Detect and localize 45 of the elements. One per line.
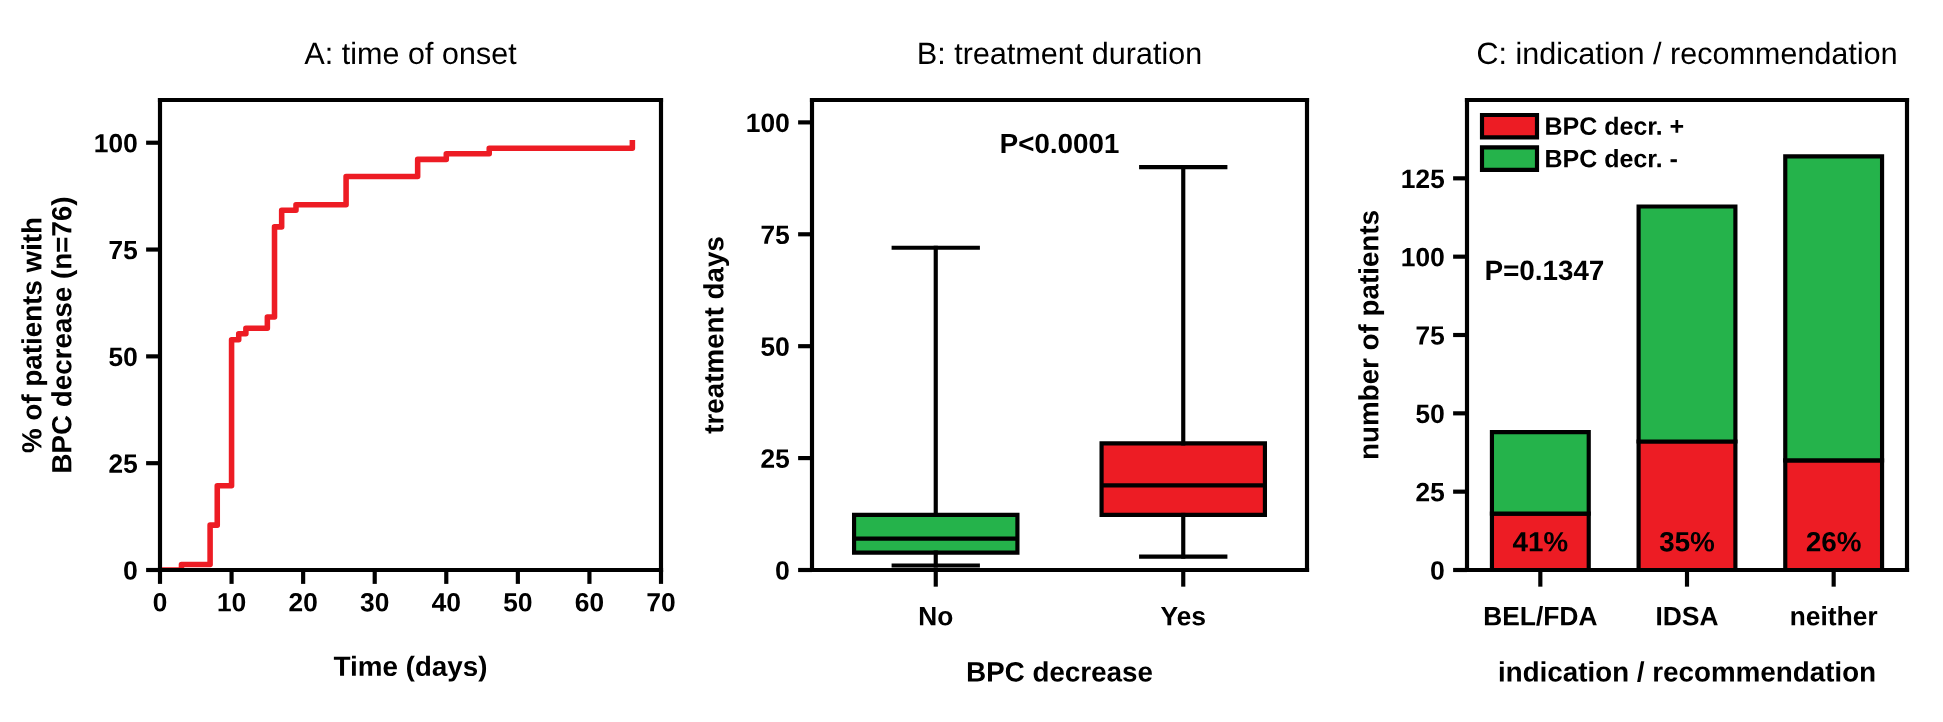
x-tick-label: 50	[503, 592, 532, 612]
y-tick-label: 100	[95, 133, 137, 153]
legend-label: BPC decr. -	[1546, 149, 1677, 168]
y-tick-label: 75	[109, 240, 138, 260]
x-tick-label: 60	[575, 592, 604, 612]
x-tick-label: 70	[647, 592, 675, 612]
y-tick-label: 25	[761, 449, 790, 468]
y-tick-label: 0	[776, 561, 789, 580]
chart-title: B: treatment duration	[919, 41, 1201, 65]
y-tick-label: 75	[761, 225, 790, 245]
x-tick-label: 10	[218, 592, 246, 612]
x-tick-label: 0	[153, 592, 167, 612]
legend-label: BPC decr. +	[1546, 116, 1684, 135]
y-axis-title: treatment days	[703, 237, 730, 434]
y-tick-label: 25	[1416, 482, 1445, 502]
x-tick-label: No	[919, 607, 953, 626]
y-tick-label: 50	[109, 347, 137, 367]
y-tick-label: 75	[1416, 326, 1445, 345]
annotation: P<0.0001	[1001, 133, 1119, 154]
y-axis-title: number of patients	[1358, 211, 1385, 459]
annotation: 41%	[1512, 532, 1568, 552]
y-tick-label: 0	[124, 561, 137, 580]
y-axis-title: % of patients with BPC decrease (n=76)	[21, 197, 78, 472]
annotation: 26%	[1806, 531, 1861, 552]
x-tick-label: 20	[289, 592, 317, 612]
y-tick-label: 100	[1402, 247, 1444, 267]
y-tick-label: 100	[747, 113, 789, 133]
x-tick-label: neither	[1791, 606, 1878, 626]
y-tick-label: 0	[1431, 561, 1444, 580]
x-tick-label: 30	[360, 592, 389, 612]
y-tick-label: 50	[761, 337, 789, 357]
annotation: P=0.1347	[1486, 260, 1604, 281]
x-axis-title: Time (days)	[333, 655, 487, 682]
x-axis-title: indication / recommendation	[1499, 661, 1875, 682]
x-tick-label: Yes	[1160, 607, 1205, 626]
y-tick-label: 50	[1416, 404, 1444, 424]
x-tick-label: BEL/FDA	[1484, 606, 1597, 626]
chart-title: A: time of onset	[304, 41, 517, 65]
x-axis-title: BPC decrease	[967, 661, 1152, 682]
y-tick-label: 125	[1402, 169, 1445, 189]
annotation: 35%	[1659, 531, 1715, 552]
y-tick-label: 25	[109, 454, 138, 473]
x-tick-label: IDSA	[1657, 606, 1718, 626]
x-tick-label: 40	[432, 592, 460, 612]
chart-title: C: indication / recommendation	[1477, 41, 1896, 65]
